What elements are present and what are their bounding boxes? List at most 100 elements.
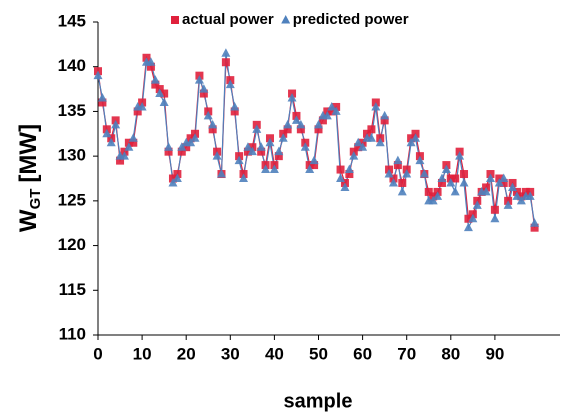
data-point: [93, 70, 103, 80]
data-point: [393, 161, 402, 170]
data-point: [380, 116, 389, 125]
data-point: [344, 164, 354, 174]
x-tick-label: 50: [309, 344, 328, 363]
data-point: [485, 173, 495, 182]
data-point: [516, 195, 526, 205]
legend-marker: [281, 15, 291, 24]
data-point: [508, 182, 518, 191]
data-point: [419, 169, 429, 178]
data-point: [367, 125, 376, 134]
data-point: [437, 178, 446, 187]
data-point: [97, 93, 107, 102]
data-point: [164, 147, 173, 156]
data-point: [525, 191, 535, 200]
y-tick-label: 135: [58, 101, 86, 120]
data-point: [199, 84, 209, 93]
data-point: [208, 119, 218, 129]
data-point: [102, 128, 112, 138]
data-point: [441, 164, 451, 174]
data-point: [234, 155, 244, 165]
data-point: [300, 142, 310, 151]
x-tick-label: 20: [177, 344, 196, 363]
data-point: [151, 80, 160, 89]
x-tick-label: 60: [353, 344, 372, 363]
data-point: [512, 191, 522, 200]
data-point: [460, 170, 469, 179]
data-point: [221, 58, 230, 67]
data-point: [318, 116, 327, 125]
data-point: [283, 119, 293, 129]
y-label-main: W: [15, 209, 42, 232]
data-point: [168, 177, 178, 187]
data-point: [128, 133, 138, 142]
data-point: [345, 170, 354, 179]
data-point: [159, 97, 169, 106]
data-point: [172, 173, 182, 182]
data-point: [314, 125, 323, 134]
legend-label: predicted power: [293, 11, 409, 28]
data-point: [424, 187, 433, 196]
data-point: [243, 142, 253, 151]
data-point: [305, 164, 315, 174]
data-point: [150, 75, 160, 84]
data-point: [296, 119, 306, 129]
y-axis-label: WGT [MW]: [15, 124, 44, 232]
data-point: [464, 214, 473, 223]
data-point: [353, 137, 363, 147]
y-tick-label: 145: [58, 11, 86, 30]
data-point: [287, 93, 297, 102]
data-point: [155, 88, 165, 98]
data-point: [468, 213, 478, 223]
data-point: [455, 151, 465, 160]
data-point: [393, 155, 403, 165]
data-point: [182, 143, 191, 152]
data-point: [230, 101, 240, 111]
data-point: [384, 169, 394, 178]
data-point: [278, 133, 288, 142]
x-tick-label: 90: [485, 344, 504, 363]
data-point: [503, 200, 513, 209]
data-point: [212, 151, 222, 160]
data-point: [160, 89, 169, 98]
data-point: [216, 169, 226, 178]
data-point: [247, 146, 257, 156]
data-point: [336, 173, 346, 182]
data-point: [203, 110, 213, 120]
data-point: [327, 101, 337, 111]
data-point: [106, 137, 116, 147]
data-point: [340, 182, 350, 191]
data-point: [366, 133, 376, 142]
data-point: [446, 177, 456, 187]
x-tick-label: 40: [265, 344, 284, 363]
y-tick-label: 120: [58, 235, 86, 254]
data-point: [450, 186, 460, 196]
data-point: [296, 125, 305, 134]
y-tick-label: 110: [59, 324, 86, 343]
x-axis-label: sample: [284, 390, 353, 412]
data-point: [98, 98, 107, 107]
data-point: [261, 164, 271, 174]
data-point: [327, 107, 336, 116]
data-point: [111, 119, 121, 129]
data-point: [124, 142, 134, 151]
data-point: [177, 142, 187, 151]
y-tick-label: 140: [58, 56, 86, 75]
data-point: [314, 119, 323, 129]
data-point: [309, 155, 319, 165]
data-point: [397, 186, 407, 196]
x-tick-label: 0: [93, 344, 102, 363]
data-point: [411, 133, 421, 142]
data-point: [208, 125, 217, 134]
data-point: [257, 147, 266, 156]
data-point: [415, 155, 425, 165]
data-point: [530, 223, 539, 232]
data-point: [230, 107, 239, 116]
data-point: [243, 147, 252, 156]
data-point: [388, 177, 398, 187]
y-tick-label: 115: [59, 280, 86, 299]
data-point: [402, 169, 412, 178]
data-point: [380, 110, 390, 120]
data-point: [459, 177, 469, 187]
data-point: [490, 213, 500, 223]
